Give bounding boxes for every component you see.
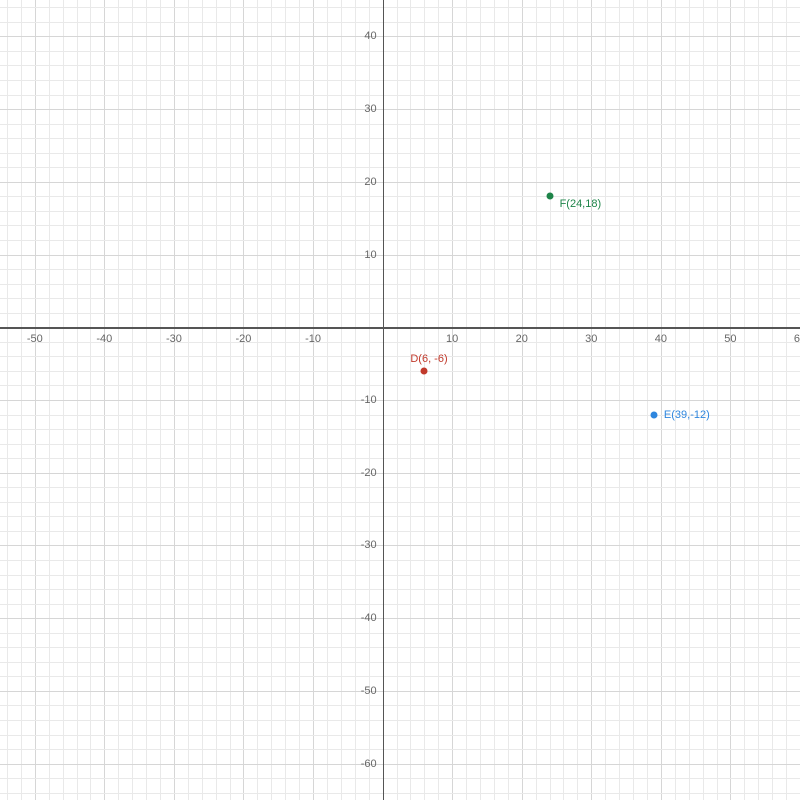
y-tick-label: -20 (361, 467, 383, 479)
gridline-horizontal (0, 371, 800, 372)
x-tick-label: 20 (516, 333, 528, 345)
point-label-D: D(6, -6) (410, 353, 447, 365)
gridline-horizontal (0, 793, 800, 794)
gridline-horizontal (0, 516, 800, 517)
y-tick-label: -10 (361, 394, 383, 406)
gridline-horizontal (0, 95, 800, 96)
y-tick-label: -40 (361, 612, 383, 624)
gridline-horizontal (0, 429, 800, 430)
point-E (650, 411, 657, 418)
gridline-horizontal (0, 633, 800, 634)
gridline-horizontal (0, 778, 800, 779)
x-tick-label: -20 (236, 333, 252, 345)
gridline-horizontal (0, 400, 800, 401)
x-tick-label: 30 (585, 333, 597, 345)
gridline-horizontal (0, 80, 800, 81)
gridline-horizontal (0, 531, 800, 532)
gridline-horizontal (0, 269, 800, 270)
x-axis (0, 327, 800, 329)
gridline-horizontal (0, 618, 800, 619)
gridline-horizontal (0, 167, 800, 168)
gridline-horizontal (0, 153, 800, 154)
y-tick-label: -30 (361, 539, 383, 551)
gridline-horizontal (0, 109, 800, 110)
gridline-horizontal (0, 240, 800, 241)
gridline-horizontal (0, 255, 800, 256)
y-tick-label: 10 (364, 249, 382, 261)
gridline-horizontal (0, 575, 800, 576)
gridline-horizontal (0, 284, 800, 285)
y-tick-label: -60 (361, 758, 383, 770)
gridline-horizontal (0, 487, 800, 488)
gridline-horizontal (0, 458, 800, 459)
gridline-horizontal (0, 342, 800, 343)
gridline-horizontal (0, 313, 800, 314)
y-axis (383, 0, 385, 800)
gridline-horizontal (0, 7, 800, 8)
y-tick-label: 20 (364, 176, 382, 188)
gridline-horizontal (0, 138, 800, 139)
x-tick-label: 10 (446, 333, 458, 345)
gridline-horizontal (0, 473, 800, 474)
gridline-horizontal (0, 65, 800, 66)
gridline-horizontal (0, 444, 800, 445)
x-tick-label: 60 (794, 333, 800, 345)
point-label-F: F(24,18) (560, 198, 602, 210)
gridline-horizontal (0, 705, 800, 706)
point-D (421, 367, 428, 374)
point-F (546, 193, 553, 200)
x-tick-label: -40 (96, 333, 112, 345)
gridline-horizontal (0, 51, 800, 52)
x-tick-label: -10 (305, 333, 321, 345)
gridline-horizontal (0, 589, 800, 590)
gridline-horizontal (0, 749, 800, 750)
gridline-horizontal (0, 676, 800, 677)
gridline-horizontal (0, 196, 800, 197)
gridline-horizontal (0, 691, 800, 692)
gridline-horizontal (0, 22, 800, 23)
gridline-horizontal (0, 385, 800, 386)
y-tick-label: 30 (364, 103, 382, 115)
gridline-horizontal (0, 36, 800, 37)
gridline-horizontal (0, 604, 800, 605)
coordinate-plane: -50 -40 -30 -20 -10 10 20 30 40 50 60 -60 -50 -40 -30 -… (0, 0, 800, 800)
x-tick-label: -50 (27, 333, 43, 345)
gridline-horizontal (0, 735, 800, 736)
gridline-horizontal (0, 764, 800, 765)
gridline-horizontal (0, 647, 800, 648)
gridline-horizontal (0, 182, 800, 183)
x-tick-label: 50 (724, 333, 736, 345)
gridline-horizontal (0, 356, 800, 357)
gridline-horizontal (0, 211, 800, 212)
gridline-horizontal (0, 124, 800, 125)
x-tick-label: 40 (655, 333, 667, 345)
gridline-horizontal (0, 298, 800, 299)
x-tick-label: -30 (166, 333, 182, 345)
gridline-horizontal (0, 225, 800, 226)
gridline-horizontal (0, 720, 800, 721)
gridline-horizontal (0, 560, 800, 561)
gridline-horizontal (0, 502, 800, 503)
y-tick-label: 40 (364, 30, 382, 42)
point-label-E: E(39,-12) (664, 409, 710, 421)
gridline-horizontal (0, 662, 800, 663)
gridline-horizontal (0, 545, 800, 546)
y-tick-label: -50 (361, 685, 383, 697)
